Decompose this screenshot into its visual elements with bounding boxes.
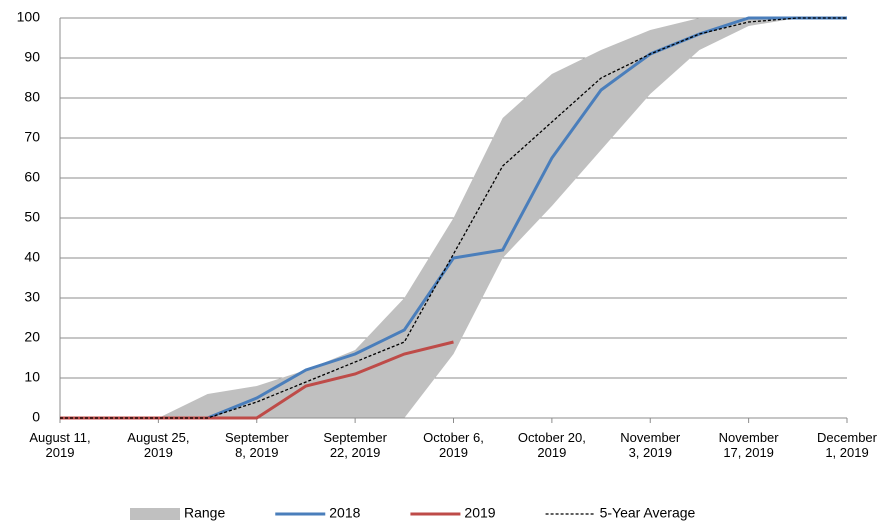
x-tick-label: September 8, 2019: [224, 430, 289, 460]
y-tick-label: 100: [17, 9, 41, 25]
x-tick-label: November 3, 2019: [620, 430, 681, 460]
x-tick-label: August 25, 2019: [127, 430, 190, 460]
legend-swatch: [130, 508, 180, 520]
legend-label: 5-Year Average: [600, 505, 696, 521]
range-band: [60, 18, 847, 418]
x-tick-label: October 6, 2019: [423, 430, 484, 460]
y-tick-label: 70: [24, 129, 40, 145]
y-tick-label: 0: [32, 409, 40, 425]
y-tick-label: 30: [24, 289, 40, 305]
y-tick-label: 80: [24, 89, 40, 105]
y-tick-label: 10: [24, 369, 40, 385]
y-tick-label: 90: [24, 49, 40, 65]
x-tick-label: December 1, 2019: [817, 430, 877, 460]
x-tick-label: September 22, 2019: [323, 430, 387, 460]
x-tick-label: October 20, 2019: [517, 430, 586, 460]
legend-label: 2018: [329, 505, 360, 521]
legend-label: Range: [184, 505, 225, 521]
x-tick-label: November 17, 2019: [718, 430, 779, 460]
legend-label: 2019: [464, 505, 495, 521]
series-line: [60, 17, 847, 419]
y-tick-label: 60: [24, 169, 40, 185]
y-tick-label: 50: [24, 209, 40, 225]
y-tick-label: 20: [24, 329, 40, 345]
y-tick-label: 40: [24, 249, 40, 265]
x-tick-label: August 11, 2019: [29, 430, 91, 460]
